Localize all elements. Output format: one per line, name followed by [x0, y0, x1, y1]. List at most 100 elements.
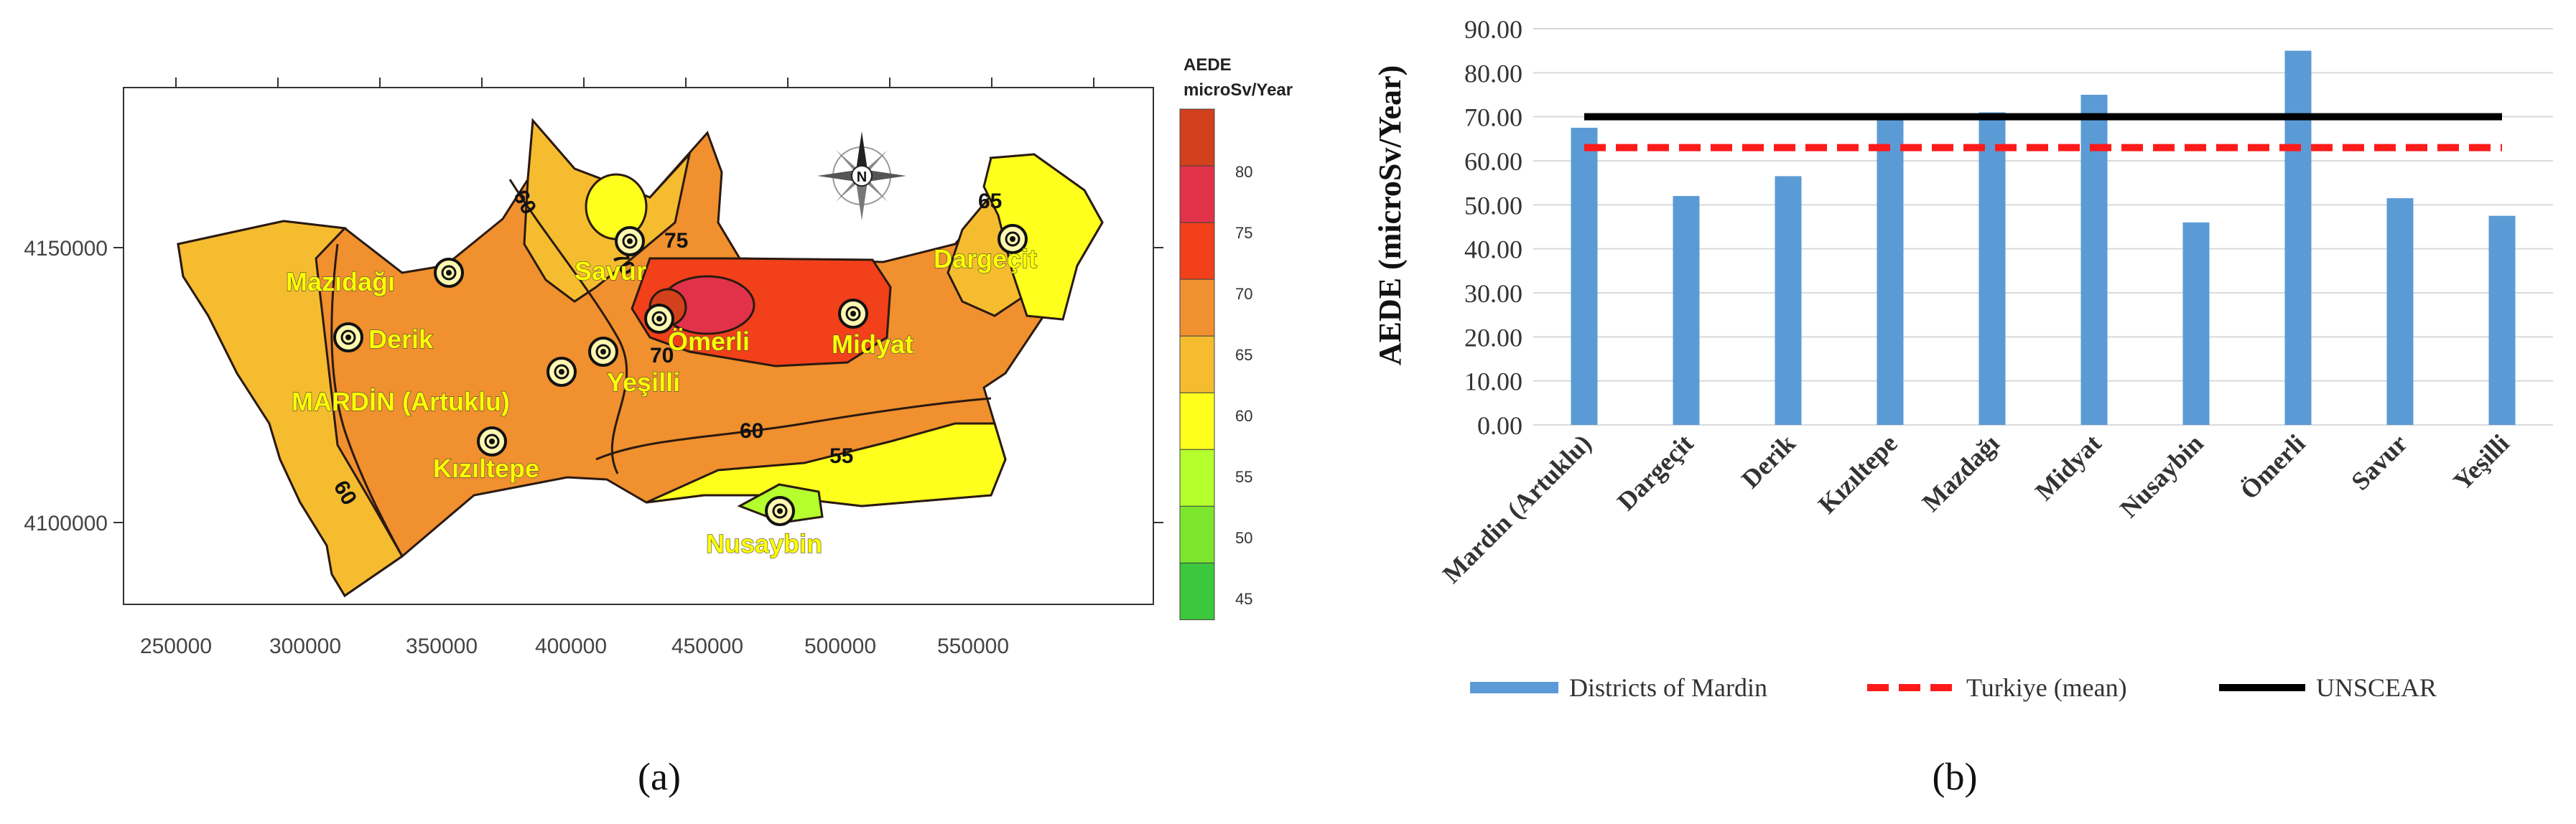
map-x-tick: 250000	[140, 635, 212, 658]
y-tick-label: 20.00	[1464, 323, 1522, 352]
legend-swatch	[1179, 449, 1215, 507]
contour-label: 70	[650, 344, 674, 367]
map-y-tick: 4150000	[24, 237, 108, 261]
legend-swatch	[1179, 392, 1215, 450]
x-tick-label: Derik	[1736, 429, 1800, 493]
y-tick-label: 80.00	[1464, 59, 1522, 88]
legend-swatch	[1179, 505, 1215, 563]
bar-chart-panel: 0.00 10.00 20.00 30.00 40.00 50.00 60.00 70.00 8…	[1372, 15, 2553, 798]
map-zone-east-50-55	[982, 153, 1104, 321]
legend-title: AEDE	[1184, 55, 1232, 75]
marker-target-icon	[477, 426, 507, 457]
legend-level: 50	[1235, 529, 1252, 547]
map-x-tick: 550000	[937, 635, 1009, 658]
x-tick-label: Mazdağı	[1917, 429, 2005, 517]
x-tick-label: Mardin (Artuklu)	[1437, 429, 1597, 589]
x-tick-label: Midyat	[2029, 429, 2106, 505]
y-tick-label: 40.00	[1464, 235, 1522, 264]
legend-level: 60	[1235, 407, 1252, 425]
legend-title: microSv/Year	[1184, 80, 1293, 100]
marker-target-icon	[588, 337, 618, 367]
x-tick-label: Yeşilli	[2447, 429, 2514, 495]
compass-rose-icon: N	[817, 131, 906, 220]
y-tick-label: 50.00	[1464, 191, 1522, 220]
district-label: Nusaybin	[706, 529, 822, 558]
legend-swatch	[1179, 335, 1215, 393]
legend-label: Districts of Mardin	[1569, 673, 1767, 702]
x-tick-label: Kızıltepe	[1813, 429, 1903, 519]
legend-swatch	[1179, 108, 1215, 167]
marker-target-icon	[434, 258, 464, 288]
legend-swatch-bars	[1470, 682, 1558, 693]
marker-target-icon	[998, 224, 1028, 254]
bar	[1979, 112, 2006, 426]
marker-target-icon	[615, 226, 645, 256]
legend-swatch	[1179, 222, 1215, 280]
x-tick-label: Ömerli	[2235, 429, 2311, 505]
y-tick-label: 70.00	[1464, 103, 1522, 132]
map-zone-west-55-60	[177, 220, 404, 598]
map-x-tick: 400000	[535, 635, 607, 658]
legend-label: UNSCEAR	[2316, 673, 2437, 702]
district-label: Derik	[368, 324, 434, 354]
legend-swatch	[1179, 278, 1215, 337]
y-tick-label: 10.00	[1464, 367, 1522, 396]
marker-target-icon	[644, 304, 674, 334]
district-label: Dargeçit	[934, 244, 1037, 273]
marker-target-icon	[838, 299, 868, 329]
legend-level: 70	[1235, 285, 1252, 303]
marker-target-icon	[333, 322, 363, 352]
contour-label: 55	[829, 444, 853, 468]
marker-target-icon	[765, 496, 795, 526]
legend-level: 80	[1235, 163, 1252, 181]
legend-level: 45	[1235, 590, 1252, 608]
marker-target-icon	[547, 357, 577, 387]
bar	[2182, 222, 2210, 425]
y-tick-label: 60.00	[1464, 147, 1522, 176]
district-markers	[333, 224, 1028, 526]
contour-label: 65	[978, 189, 1002, 213]
map-frame-ticks	[113, 78, 1163, 523]
y-tick-label: 30.00	[1464, 279, 1522, 308]
map-x-tick: 300000	[269, 635, 341, 658]
bar	[1877, 116, 1904, 425]
panel-a-caption: (a)	[638, 755, 681, 798]
district-label: Savur	[575, 256, 646, 286]
district-label: MARDİN (Artuklu)	[292, 387, 510, 416]
legend-label: Turkiye (mean)	[1966, 673, 2127, 702]
district-label: Kızıltepe	[433, 454, 539, 483]
map-panel: 250000 300000 350000 400000 450000 50000…	[24, 55, 1293, 798]
bar	[1571, 128, 1598, 425]
district-label: Mazıdağı	[286, 267, 395, 296]
map-y-tick: 4100000	[24, 512, 108, 535]
contour-central	[508, 179, 628, 474]
legend-level: 65	[1235, 346, 1252, 364]
x-tick-label: Dargeçit	[1612, 429, 1699, 516]
x-tick-label: Savur	[2345, 429, 2412, 495]
y-axis-label: AEDE (microSv/Year)	[1372, 65, 1408, 365]
legend-level: 55	[1235, 468, 1252, 486]
map-x-tick: 500000	[804, 635, 876, 658]
bar	[2488, 215, 2516, 425]
bar	[2284, 50, 2312, 425]
contour-60-south	[595, 397, 992, 461]
legend-level: 75	[1235, 224, 1252, 242]
contour-label: 75	[664, 229, 688, 253]
district-label: Yeşilli	[607, 367, 680, 397]
y-tick-label: 0.00	[1477, 411, 1522, 440]
x-tick-label: Nusaybin	[2114, 429, 2209, 523]
legend-swatch	[1179, 562, 1215, 620]
district-label: Ömerli	[668, 327, 750, 356]
panel-b-caption: (b)	[1933, 755, 1978, 798]
district-label: Midyat	[832, 329, 913, 359]
compass-label: N	[857, 169, 867, 185]
bar	[2386, 198, 2414, 425]
bar	[1775, 176, 1802, 425]
map-x-tick: 450000	[671, 635, 743, 658]
map-x-tick: 350000	[406, 635, 478, 658]
legend-swatch	[1179, 165, 1215, 223]
contour-label: 60	[740, 419, 763, 443]
bar	[1673, 196, 1700, 425]
chart-legend: Districts of Mardin Turkiye (mean) UNSCE…	[1470, 673, 2437, 702]
